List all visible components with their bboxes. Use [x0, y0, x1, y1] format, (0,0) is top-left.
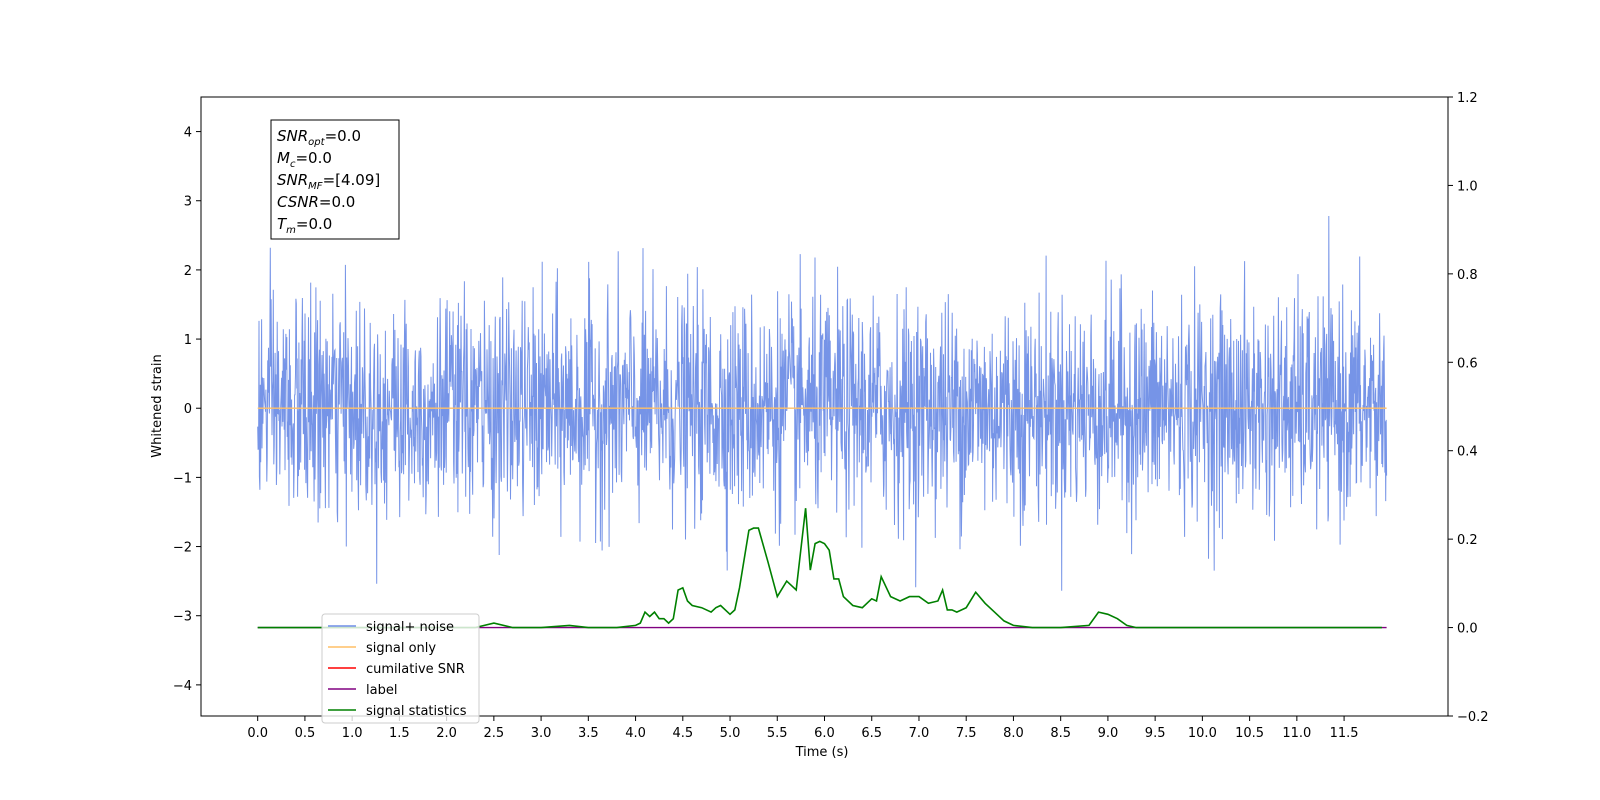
y-tick-label: −4	[173, 679, 192, 694]
stats-line-var: CSNR	[277, 193, 319, 211]
y-tick-label: −1	[173, 471, 192, 486]
x-tick-label: 8.5	[1050, 726, 1071, 741]
x-axis-title: Time (s)	[795, 745, 849, 760]
x-tick-label: 4.5	[672, 726, 693, 741]
x-tick-label: 10.0	[1188, 726, 1217, 741]
stats-line-var: SNR	[277, 127, 308, 145]
y2-tick-label: 0.8	[1457, 268, 1478, 283]
stats-line-value: =0.0	[319, 193, 355, 211]
y2-tick-label: 0.4	[1457, 445, 1478, 460]
y-tick-label: 0	[184, 402, 192, 417]
x-tick-label: 9.0	[1098, 726, 1119, 741]
x-tick-label: 3.5	[578, 726, 599, 741]
stats-line-value: =0.0	[296, 215, 332, 233]
y-tick-label: 4	[184, 126, 192, 141]
x-tick-label: 1.5	[389, 726, 410, 741]
y-tick-label: 1	[184, 333, 192, 348]
stats-line: SNRopt=0.0	[277, 127, 361, 148]
stats-line: CSNR=0.0	[277, 193, 355, 211]
stats-line-subscript: m	[286, 225, 296, 236]
legend-label: label	[366, 683, 397, 698]
x-tick-label: 1.0	[342, 726, 363, 741]
stats-line-var: SNR	[277, 171, 308, 189]
x-tick-label: 5.0	[720, 726, 741, 741]
legend-label: signal+ noise	[366, 620, 454, 635]
y2-tick-label: 0.6	[1457, 356, 1478, 371]
y2-tick-label: 0.0	[1457, 622, 1478, 637]
x-tick-label: 9.5	[1145, 726, 1166, 741]
x-tick-label: 7.5	[956, 726, 977, 741]
stats-line-var: M	[277, 149, 290, 167]
stats-line-value: =[4.09]	[323, 171, 381, 189]
y-tick-label: 2	[184, 264, 192, 279]
y-axis-left: 4 3 2 1 0 −1 −2 −3 −4	[173, 126, 201, 694]
x-tick-label: 11.5	[1330, 726, 1359, 741]
legend-label: signal statistics	[366, 704, 467, 719]
x-tick-label: 11.0	[1282, 726, 1311, 741]
y-tick-label: −3	[173, 610, 192, 625]
x-tick-label: 10.5	[1235, 726, 1264, 741]
y2-tick-label: 0.2	[1457, 533, 1478, 548]
stats-box-frame	[270, 119, 400, 240]
y2-tick-label: −0.2	[1457, 710, 1489, 725]
x-tick-label: 7.0	[909, 726, 930, 741]
x-tick-label: 8.0	[1003, 726, 1024, 741]
noise-series	[257, 215, 1388, 591]
y-axis-title: Whitened strain	[150, 354, 165, 457]
x-tick-label: 4.0	[625, 726, 646, 741]
x-tick-label: 6.0	[814, 726, 835, 741]
x-tick-label: 6.5	[861, 726, 882, 741]
legend-label: signal only	[366, 641, 436, 656]
legend: signal+ noise signal only cumilative SNR la…	[321, 613, 480, 724]
x-tick-label: 3.0	[531, 726, 552, 741]
stats-line: Tm=0.0	[277, 215, 332, 236]
y2-tick-label: 1.0	[1457, 179, 1478, 194]
stats-line-subscript: opt	[308, 137, 325, 148]
x-axis: 0.0 0.5 1.0 1.5 2.0 2.5 3.0 3.5 4.0 4.5 5.0 5.5 6.0 6…	[247, 716, 1359, 741]
x-tick-label: 0.0	[247, 726, 268, 741]
y-tick-label: −2	[173, 541, 192, 556]
legend-label: cumilative SNR	[366, 662, 465, 677]
stats-line-subscript: MF	[308, 181, 323, 192]
stats-line: SNRMF=[4.09]	[277, 171, 380, 192]
series-line-signal-noise	[257, 215, 1388, 591]
x-tick-label: 2.5	[484, 726, 505, 741]
y-tick-label: 3	[184, 195, 192, 210]
x-tick-label: 2.0	[436, 726, 457, 741]
stats-box: SNRopt=0.0Mc=0.0SNRMF=[4.09]CSNR=0.0Tm=0…	[270, 119, 400, 240]
stats-line-subscript: c	[290, 159, 296, 170]
y-axis-right: 1.2 1.0 0.8 0.6 0.4 0.2 0.0 −0.2	[1448, 91, 1489, 725]
stats-line-value: =0.0	[295, 149, 331, 167]
stats-line-var: T	[277, 215, 288, 233]
y2-tick-label: 1.2	[1457, 91, 1478, 106]
series-line-4	[257, 508, 1382, 629]
x-tick-label: 5.5	[767, 726, 788, 741]
legend-frame	[321, 613, 480, 724]
stats-line: Mc=0.0	[277, 149, 332, 170]
x-tick-label: 0.5	[295, 726, 316, 741]
stats-line-value: =0.0	[325, 127, 361, 145]
